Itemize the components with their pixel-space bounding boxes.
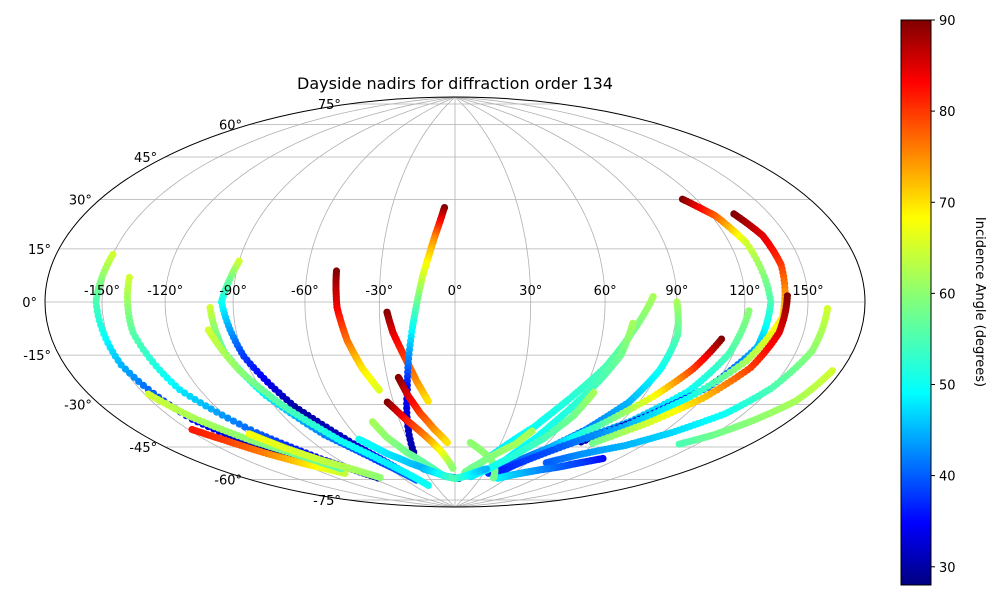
nadir-point (139, 381, 147, 389)
nadir-point (191, 395, 199, 404)
nadir-point (490, 474, 498, 482)
nadir-point (443, 439, 451, 447)
nadir-point (482, 465, 491, 473)
graticule-grid (45, 96, 865, 508)
lat-tick-label: 30° (69, 194, 92, 209)
colorbar-tick-label: 40 (939, 470, 956, 485)
nadir-point (241, 423, 249, 431)
lat-tick-label: 15° (28, 243, 51, 258)
nadir-point (555, 443, 563, 451)
lat-tick-label: -15° (23, 349, 51, 364)
lon-tick-label: -60° (291, 284, 319, 299)
colorbar-tick-label: 70 (939, 196, 956, 211)
lat-tick-label: 75° (318, 98, 341, 113)
nadir-point (181, 389, 189, 397)
nadir-point (202, 402, 210, 410)
lon-tick-label: 150° (792, 284, 823, 299)
colorbar-tick-label: 80 (939, 105, 956, 120)
lon-tick-label: 120° (729, 284, 760, 299)
lat-tick-label: -30° (64, 399, 92, 414)
lat-tick-label: 45° (134, 151, 157, 166)
data-points (92, 195, 836, 489)
lon-tick-label: -120° (147, 284, 183, 299)
map-boundary (44, 96, 866, 508)
colorbar-tick-label: 30 (939, 561, 956, 576)
colorbar-tick-label: 60 (939, 287, 956, 302)
lat-tick-label: -75° (313, 494, 341, 509)
longitude-tick-labels: -150° -120° -90° -60° -30° 0° 30° 60° 90° 120° 150… (84, 284, 824, 299)
nadir-point (196, 399, 204, 407)
lat-tick-label: -45° (129, 441, 157, 456)
lon-tick-label: -30° (365, 284, 393, 299)
nadir-point (218, 411, 226, 419)
latitude-tick-labels: -75° -60° -45° -30° -15° 0° 15° 30° 45° 60° 75° (22, 98, 341, 509)
nadir-point (186, 392, 194, 400)
lon-tick-label: 60° (594, 284, 617, 299)
colorbar: 30 40 50 60 70 80 90 Incidence Angle (degrees) (900, 14, 987, 586)
nadir-point (449, 464, 457, 472)
nadir-point (229, 417, 238, 425)
colorbar-ticks: 30 40 50 60 70 80 90 (931, 14, 956, 576)
colorbar-label: Incidence Angle (degrees) (972, 217, 987, 387)
nadir-point (424, 397, 432, 405)
nadir-point (376, 474, 384, 482)
nadir-point (375, 386, 383, 394)
lat-tick-label: -60° (214, 474, 242, 489)
nadir-point (224, 414, 232, 422)
colorbar-tick-label: 50 (939, 379, 956, 394)
nadir-point (542, 459, 550, 467)
lat-tick-label: 0° (22, 296, 37, 311)
lon-tick-label: -90° (219, 284, 247, 299)
colorbar-tick-label: 90 (939, 14, 956, 29)
lon-tick-label: -150° (84, 284, 120, 299)
nadir-point (675, 440, 683, 448)
lon-tick-label: 30° (519, 284, 542, 299)
lon-tick-label: 90° (665, 284, 688, 299)
nadir-point (424, 481, 432, 489)
colorbar-gradient (900, 19, 932, 586)
nadir-point (235, 420, 243, 428)
lat-tick-label: 60° (219, 119, 242, 134)
lon-tick-label: 0° (448, 284, 463, 299)
chart-title: Dayside nadirs for diffraction order 134 (297, 74, 613, 93)
nadir-point (207, 405, 215, 413)
nadir-point (213, 408, 221, 416)
nadir-point (135, 377, 143, 385)
nadir-point (588, 439, 597, 447)
nadir-point (130, 373, 138, 381)
